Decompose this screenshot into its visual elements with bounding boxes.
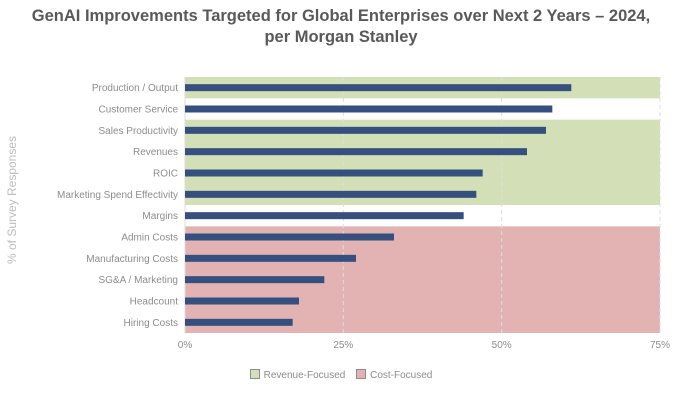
bar-margins xyxy=(185,212,464,220)
bar-sg-a-marketing xyxy=(185,276,325,284)
legend-item-revenue: Revenue-Focused xyxy=(249,369,346,381)
x-tick-label-0: 0% xyxy=(178,340,193,351)
bar-hiring-costs xyxy=(185,318,293,326)
category-label-production-output: Production / Output xyxy=(92,83,178,94)
legend-item-cost: Cost-Focused xyxy=(356,369,432,381)
x-tick-label-1: 25% xyxy=(333,340,353,351)
chart-title-line-2: per Morgan Stanley xyxy=(264,28,418,46)
legend-label-revenue: Revenue-Focused xyxy=(263,370,346,381)
chart-title-line-1: GenAI Improvements Targeted for Global E… xyxy=(31,7,651,25)
category-label-headcount: Headcount xyxy=(130,297,179,308)
bar-manufacturing-costs xyxy=(185,254,356,262)
legend-label-cost: Cost-Focused xyxy=(370,370,433,381)
category-label-admin-costs: Admin Costs xyxy=(121,233,178,244)
category-label-marketing-spend-effectivity: Marketing Spend Effectivity xyxy=(57,190,178,201)
category-label-manufacturing-costs: Manufacturing Costs xyxy=(86,254,178,265)
category-label-sg-a-marketing: SG&A / Marketing xyxy=(99,275,178,286)
band-revenue-focused-1 xyxy=(185,119,660,205)
bar-headcount xyxy=(185,297,299,305)
chart-title: GenAI Improvements Targeted for Global E… xyxy=(0,6,682,48)
category-label-hiring-costs: Hiring Costs xyxy=(124,318,178,329)
bar-marketing-spend-effectivity xyxy=(185,190,477,198)
legend-swatch-revenue xyxy=(249,369,260,379)
bar-admin-costs xyxy=(185,233,394,241)
category-label-sales-productivity: Sales Productivity xyxy=(99,126,178,137)
bar-sales-productivity xyxy=(185,126,546,134)
bar-revenues xyxy=(185,148,527,156)
x-tick-label-3: 75% xyxy=(650,340,670,351)
bar-production-output xyxy=(185,84,572,92)
category-label-customer-service: Customer Service xyxy=(99,105,179,116)
bar-roic xyxy=(185,169,483,177)
bar-customer-service xyxy=(185,105,553,113)
x-tick-label-2: 50% xyxy=(492,340,512,351)
category-label-margins: Margins xyxy=(142,211,178,222)
category-label-revenues: Revenues xyxy=(133,147,178,158)
legend: Revenue-Focused Cost-Focused xyxy=(0,369,682,381)
legend-swatch-cost xyxy=(356,369,367,379)
category-label-roic: ROIC xyxy=(153,169,178,180)
